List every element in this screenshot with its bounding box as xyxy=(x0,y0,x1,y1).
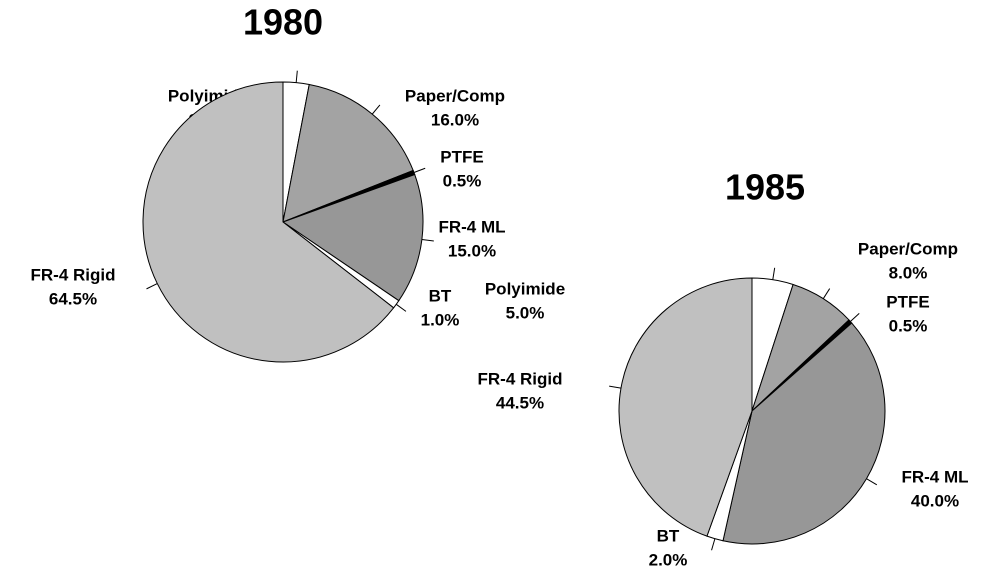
leader-line xyxy=(371,104,381,115)
leader-line xyxy=(850,313,860,322)
slice-label: Polyimide xyxy=(485,279,565,298)
pie-slice xyxy=(722,322,886,545)
pie-slice xyxy=(281,173,424,302)
leader-line xyxy=(421,239,434,242)
slice-label: PTFE xyxy=(440,147,483,166)
leader-line xyxy=(822,288,831,299)
slice-value-label: 0.5% xyxy=(889,316,928,335)
slice-label: Paper/Comp xyxy=(858,239,958,258)
chart-title: 1980 xyxy=(243,2,323,43)
leader-line xyxy=(395,303,407,312)
chart-title: 1985 xyxy=(725,167,805,208)
leader-line xyxy=(772,267,776,280)
leader-line xyxy=(413,167,426,173)
slice-label: FR-4 Rigid xyxy=(478,369,563,388)
leader-line xyxy=(711,538,716,551)
leader-line xyxy=(866,478,878,486)
slice-value-label: 8.0% xyxy=(889,263,928,282)
slice-value-label: 44.5% xyxy=(496,393,544,412)
leader-line xyxy=(295,70,298,83)
leader-line xyxy=(609,385,622,389)
slice-value-label: 64.5% xyxy=(49,289,97,308)
slice-value-label: 15.0% xyxy=(448,241,496,260)
slice-label: PTFE xyxy=(886,292,929,311)
slice-label: FR-4 Rigid xyxy=(31,265,116,284)
slice-label: FR-4 ML xyxy=(901,467,968,486)
pie-slice xyxy=(618,277,753,537)
slice-value-label: 16.0% xyxy=(431,110,479,129)
slice-value-label: 1.0% xyxy=(421,310,460,329)
slice-value-label: 0.5% xyxy=(443,171,482,190)
slice-value-label: 5.0% xyxy=(506,303,545,322)
slice-label: BT xyxy=(657,526,680,545)
slice-label: Paper/Comp xyxy=(405,86,505,105)
pie-slice xyxy=(142,81,395,363)
slice-value-label: 2.0% xyxy=(649,550,688,569)
slice-value-label: 40.0% xyxy=(911,491,959,510)
slice-label: FR-4 ML xyxy=(438,217,505,236)
leader-line xyxy=(146,283,158,290)
slice-label: BT xyxy=(429,286,452,305)
pie-slice xyxy=(282,83,414,223)
